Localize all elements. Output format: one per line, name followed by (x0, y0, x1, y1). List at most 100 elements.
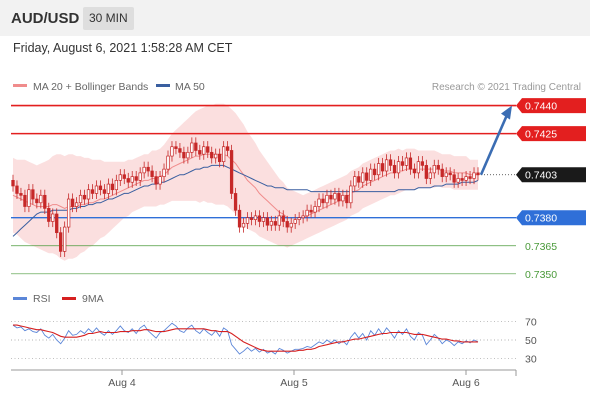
candle (317, 193, 321, 213)
candle (428, 167, 432, 185)
candle-body (329, 194, 333, 200)
candle (392, 159, 397, 179)
candle-body (31, 189, 35, 200)
candle (384, 154, 389, 177)
ma50-line (12, 164, 479, 237)
candle-body (269, 221, 273, 226)
candle-body (396, 161, 401, 174)
candle (162, 163, 166, 183)
candle (329, 189, 333, 205)
candle-body (15, 185, 19, 194)
candle-body (444, 172, 448, 177)
candle (416, 156, 421, 179)
candle-body (273, 221, 277, 226)
candle (361, 167, 365, 188)
candle (353, 171, 357, 192)
candle-body (476, 172, 480, 176)
candle (233, 187, 238, 216)
candle-body (293, 219, 297, 224)
legend-rsi-ma-swatch (62, 297, 76, 300)
candle (15, 180, 19, 200)
level-label-0.7440: 0.7440 (525, 101, 557, 113)
candle-body (206, 146, 210, 153)
candle (277, 210, 281, 231)
candle (357, 171, 361, 188)
candle (345, 189, 349, 209)
candle (388, 154, 393, 172)
candle-body (90, 189, 95, 194)
candle-body (376, 163, 381, 176)
candle-body (170, 146, 174, 157)
candle-body (333, 193, 337, 200)
candle-body (261, 217, 266, 222)
legend-rsi-swatch (13, 297, 27, 300)
candle-body (353, 176, 357, 187)
candle (464, 171, 468, 186)
candle-body (214, 153, 218, 159)
candle (408, 152, 413, 175)
candle (70, 193, 75, 213)
candle-body (404, 157, 409, 166)
candle-body (70, 198, 75, 207)
candle (202, 141, 206, 160)
candle (341, 189, 345, 207)
candle (27, 184, 31, 213)
candle (281, 210, 285, 228)
candle (297, 212, 301, 226)
candle-body (309, 209, 313, 213)
candle-body (47, 208, 51, 222)
candle-body (289, 222, 293, 228)
candle-body (150, 170, 154, 177)
candle (106, 178, 111, 200)
candle-body (416, 161, 421, 174)
candle-body (408, 157, 413, 170)
candle-body (428, 172, 432, 179)
x-tick-label: Aug 4 (108, 377, 136, 389)
candle (198, 144, 202, 160)
x-tick-label: Aug 5 (280, 377, 308, 389)
candle-body (321, 198, 325, 204)
candle-body (23, 194, 27, 207)
candle (190, 137, 194, 158)
candle (321, 193, 325, 209)
candle-body (66, 198, 71, 228)
candle-body (102, 189, 107, 194)
candle-body (253, 215, 258, 220)
candle (206, 141, 210, 158)
candle-body (233, 193, 238, 211)
candle (214, 148, 218, 164)
candle (452, 169, 456, 188)
candle (82, 189, 87, 205)
candle-body (154, 176, 158, 185)
legend-bollinger-label: MA 20 + Bollinger Bands (33, 81, 148, 93)
candle (376, 157, 381, 181)
candle-body (218, 153, 222, 163)
chart-datetime: Friday, August 6, 2021 1:58:28 AM CET (13, 41, 233, 55)
candle-body (63, 226, 67, 252)
candle-body (43, 194, 47, 209)
candle (245, 212, 250, 229)
candle (142, 161, 146, 179)
candle-body (420, 161, 425, 166)
candle (47, 202, 51, 228)
candle (289, 217, 293, 233)
candle (118, 169, 122, 186)
copyright-text: Research © 2021 Trading Central (432, 82, 581, 93)
candle (349, 180, 353, 209)
candle-body (369, 168, 373, 181)
candle (158, 171, 162, 190)
candle-body (55, 213, 59, 234)
candle (241, 217, 246, 233)
timeframe-badge[interactable]: 30 MIN (83, 7, 134, 30)
candle-body (380, 163, 385, 172)
candle (325, 189, 329, 209)
candle-body (86, 189, 91, 200)
level-label-0.7380: 0.7380 (525, 213, 557, 225)
candle (31, 184, 35, 205)
candle-body (146, 166, 150, 172)
candle-body (82, 194, 87, 200)
candle-body (301, 215, 305, 219)
candle-body (464, 176, 468, 181)
candle (225, 141, 230, 157)
